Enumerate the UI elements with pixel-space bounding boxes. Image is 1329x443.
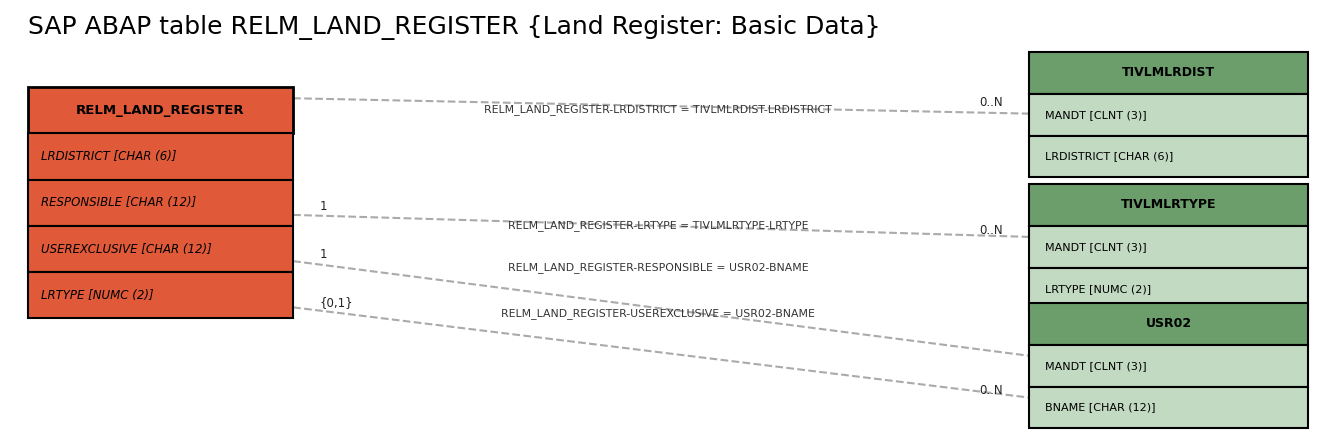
Text: RELM_LAND_REGISTER-LRDISTRICT = TIVLMLRDIST-LRDISTRICT: RELM_LAND_REGISTER-LRDISTRICT = TIVLMLRD… — [484, 104, 832, 115]
FancyBboxPatch shape — [1029, 303, 1308, 345]
FancyBboxPatch shape — [1029, 136, 1308, 178]
FancyBboxPatch shape — [1029, 345, 1308, 387]
Text: LRTYPE [NUMC (2)]: LRTYPE [NUMC (2)] — [1045, 284, 1151, 294]
FancyBboxPatch shape — [28, 272, 294, 319]
FancyBboxPatch shape — [28, 180, 294, 226]
FancyBboxPatch shape — [28, 87, 294, 133]
Text: RELM_LAND_REGISTER-USEREXCLUSIVE = USR02-BNAME: RELM_LAND_REGISTER-USEREXCLUSIVE = USR02… — [501, 308, 815, 319]
Text: RELM_LAND_REGISTER: RELM_LAND_REGISTER — [76, 104, 245, 117]
Text: TIVLMLRTYPE: TIVLMLRTYPE — [1120, 198, 1216, 211]
Text: MANDT [CLNT (3)]: MANDT [CLNT (3)] — [1045, 110, 1147, 120]
Text: BNAME [CHAR (12)]: BNAME [CHAR (12)] — [1045, 403, 1156, 412]
Text: 0..N: 0..N — [979, 385, 1002, 397]
FancyBboxPatch shape — [1029, 226, 1308, 268]
Text: LRTYPE [NUMC (2)]: LRTYPE [NUMC (2)] — [41, 289, 154, 302]
FancyBboxPatch shape — [1029, 184, 1308, 226]
Text: USEREXCLUSIVE [CHAR (12)]: USEREXCLUSIVE [CHAR (12)] — [41, 242, 211, 256]
Text: TIVLMLRDIST: TIVLMLRDIST — [1122, 66, 1215, 79]
FancyBboxPatch shape — [1029, 52, 1308, 94]
Text: RELM_LAND_REGISTER-RESPONSIBLE = USR02-BNAME: RELM_LAND_REGISTER-RESPONSIBLE = USR02-B… — [508, 262, 808, 273]
FancyBboxPatch shape — [28, 226, 294, 272]
Text: 1: 1 — [320, 200, 327, 213]
FancyBboxPatch shape — [1029, 268, 1308, 310]
Text: {0,1}: {0,1} — [320, 296, 354, 310]
Text: SAP ABAP table RELM_LAND_REGISTER {Land Register: Basic Data}: SAP ABAP table RELM_LAND_REGISTER {Land … — [28, 15, 881, 39]
Text: USR02: USR02 — [1146, 317, 1192, 330]
Text: 1: 1 — [320, 248, 327, 261]
Text: MANDT [CLNT (3)]: MANDT [CLNT (3)] — [1045, 242, 1147, 252]
Text: 0..N: 0..N — [979, 224, 1002, 237]
Text: RESPONSIBLE [CHAR (12)]: RESPONSIBLE [CHAR (12)] — [41, 196, 197, 209]
FancyBboxPatch shape — [28, 133, 294, 180]
FancyBboxPatch shape — [1029, 387, 1308, 428]
FancyBboxPatch shape — [1029, 94, 1308, 136]
Text: RELM_LAND_REGISTER-LRTYPE = TIVLMLRTYPE-LRTYPE: RELM_LAND_REGISTER-LRTYPE = TIVLMLRTYPE-… — [508, 221, 808, 231]
Text: MANDT [CLNT (3)]: MANDT [CLNT (3)] — [1045, 361, 1147, 371]
Text: LRDISTRICT [CHAR (6)]: LRDISTRICT [CHAR (6)] — [1045, 152, 1174, 162]
Text: LRDISTRICT [CHAR (6)]: LRDISTRICT [CHAR (6)] — [41, 150, 177, 163]
Text: 0..N: 0..N — [979, 96, 1002, 109]
